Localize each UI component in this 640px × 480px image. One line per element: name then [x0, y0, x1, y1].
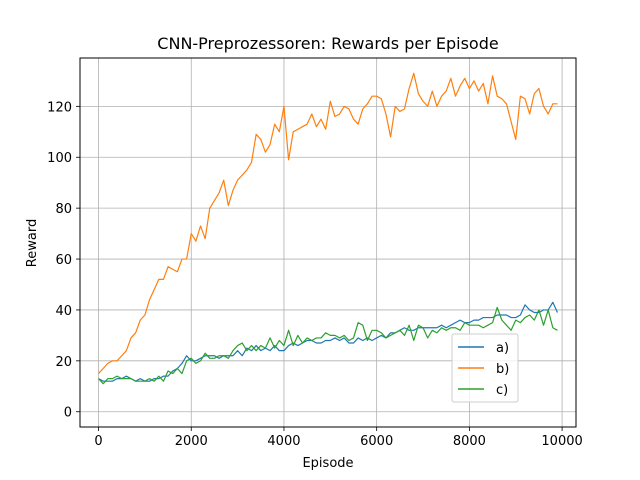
y-axis-label: Reward — [25, 219, 40, 267]
y-tick-label: 60 — [55, 253, 72, 268]
legend-label: b) — [496, 362, 509, 377]
series-lines — [98, 72, 559, 385]
y-tick-label: 120 — [47, 100, 72, 115]
x-tick-label: 10000 — [541, 434, 582, 449]
x-tick-label: 8000 — [453, 434, 486, 449]
legend: a) b) c) — [451, 333, 519, 403]
legend-label: c) — [496, 383, 508, 398]
y-tick-label: 0 — [64, 406, 72, 421]
x-tick-label: 4000 — [267, 434, 300, 449]
series-line-c — [98, 306, 558, 385]
plot-area-frame — [79, 57, 577, 428]
y-tick-label: 100 — [47, 151, 72, 166]
y-tick-label: 80 — [55, 202, 72, 217]
series-line-a — [98, 301, 559, 382]
chart-title: CNN-Preprozessoren: Rewards per Episode — [157, 34, 498, 53]
y-tick-label: 20 — [55, 355, 72, 370]
grid-lines — [80, 58, 576, 427]
x-tick-label: 2000 — [175, 434, 208, 449]
axis-ticks: 0 2000 4000 6000 8000 10000 0 20 40 60 80 100 120 — [47, 100, 583, 449]
x-axis-label: Episode — [302, 456, 353, 471]
x-tick-label: 0 — [94, 434, 102, 449]
x-tick-label: 6000 — [360, 434, 393, 449]
series-line-b — [98, 72, 558, 374]
legend-box — [451, 333, 519, 403]
legend-label: a) — [496, 341, 509, 356]
y-tick-label: 40 — [55, 304, 72, 319]
